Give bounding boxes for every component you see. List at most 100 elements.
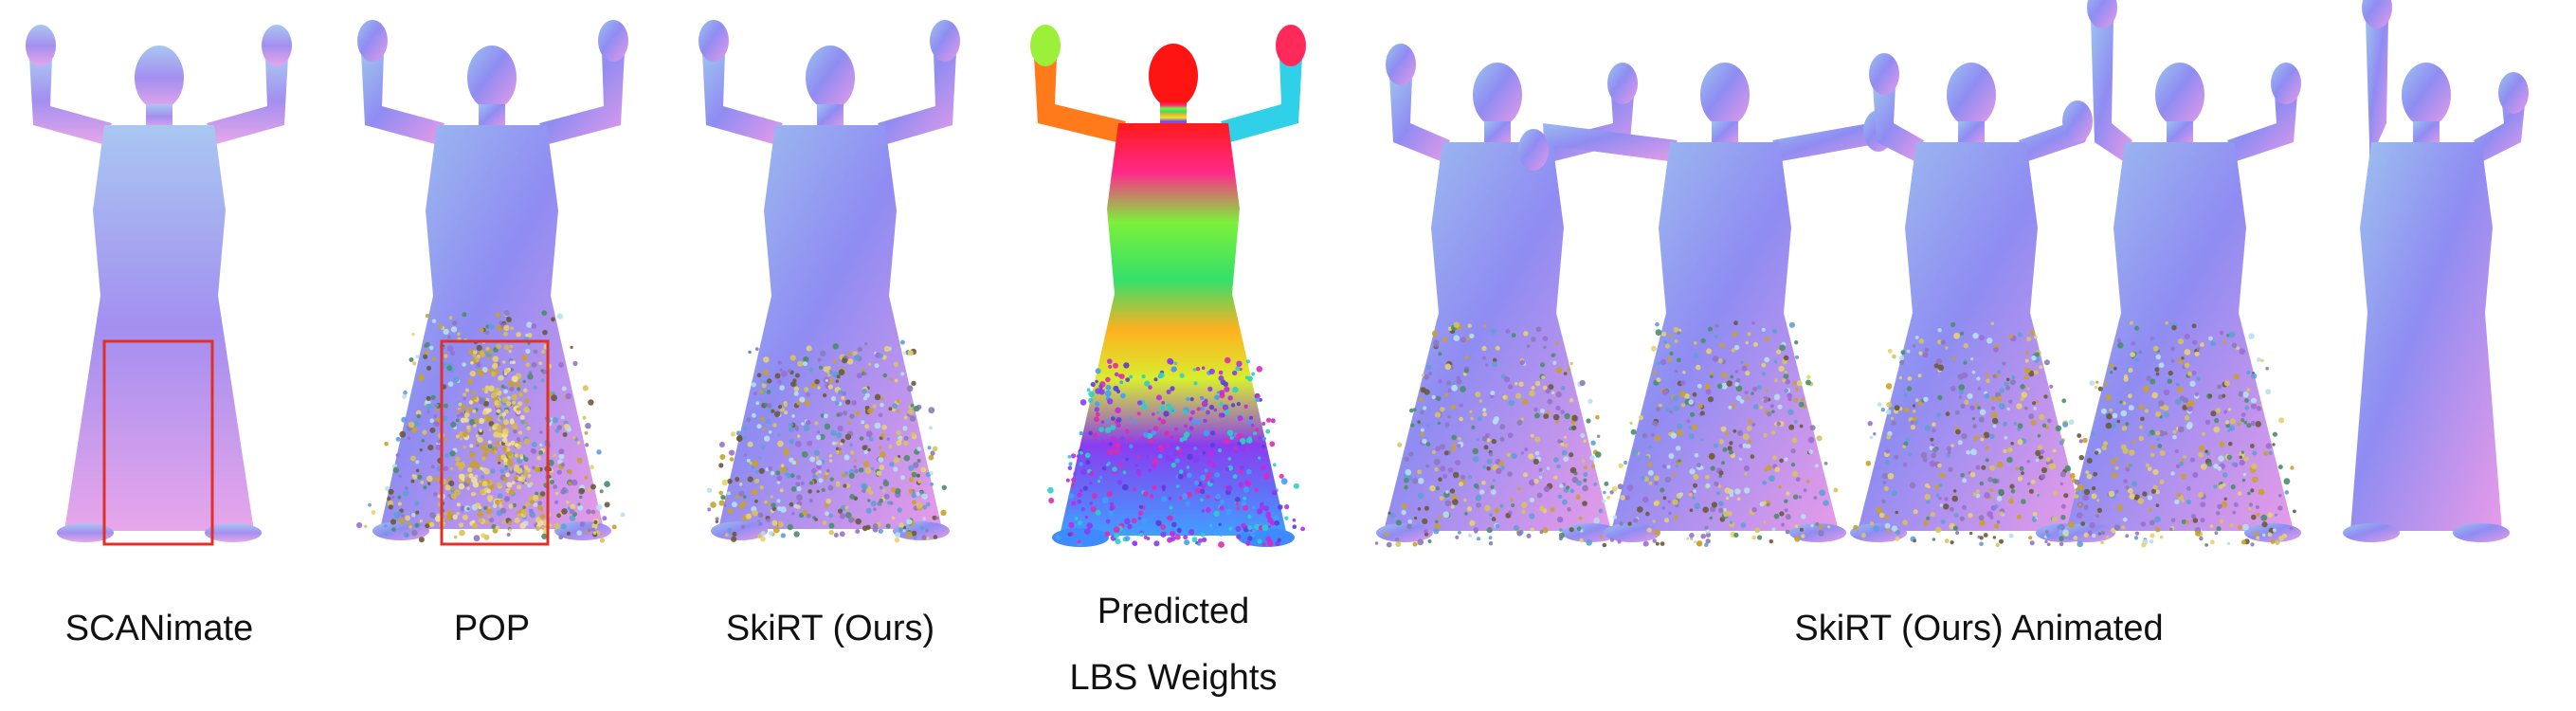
point [1793, 419, 1798, 424]
point [2038, 445, 2043, 450]
point [2145, 463, 2150, 467]
point [760, 530, 766, 537]
point [1611, 485, 1618, 492]
point [2277, 505, 2283, 511]
point [1724, 487, 1731, 494]
point [1478, 399, 1483, 403]
point [1407, 475, 1413, 481]
point [1475, 392, 1481, 397]
point [421, 439, 426, 443]
point [1482, 324, 1487, 328]
point [2073, 536, 2078, 540]
point [1670, 432, 1678, 439]
point [2121, 426, 2128, 431]
point [1741, 365, 1748, 372]
point [1409, 408, 1414, 413]
point [1166, 403, 1171, 409]
point [807, 489, 812, 494]
point [921, 493, 928, 500]
point [1667, 500, 1671, 503]
point [883, 345, 891, 353]
point [464, 388, 469, 392]
point [1551, 391, 1555, 394]
point [1201, 483, 1206, 489]
point [2097, 386, 2103, 392]
point [1218, 541, 1225, 548]
point [817, 386, 821, 390]
point [735, 477, 740, 483]
point [752, 509, 758, 517]
point [1482, 408, 1487, 412]
point [1668, 453, 1675, 459]
point [565, 392, 571, 399]
left-hand [357, 20, 388, 62]
point [1460, 474, 1466, 480]
point [520, 513, 524, 517]
point [1249, 415, 1253, 420]
point [2186, 486, 2191, 491]
point [2149, 520, 2155, 526]
point [1200, 532, 1206, 538]
point [1555, 405, 1561, 410]
point [760, 536, 766, 542]
point [1161, 484, 1167, 489]
point [473, 424, 477, 428]
point [1891, 525, 1898, 532]
point [909, 415, 916, 422]
point [1751, 392, 1754, 395]
point [911, 492, 917, 499]
point [2078, 454, 2085, 461]
point [1781, 522, 1786, 527]
point [510, 418, 515, 423]
point [1884, 515, 1890, 520]
point [2242, 472, 2246, 477]
point [2096, 499, 2100, 502]
point [2024, 351, 2029, 355]
point [1292, 524, 1297, 529]
point [1761, 362, 1767, 368]
point [2150, 378, 2156, 385]
point [806, 513, 811, 519]
point [776, 475, 783, 482]
point [1174, 458, 1180, 464]
point [2154, 516, 2161, 523]
right-hand [2498, 72, 2529, 114]
point [1913, 538, 1916, 543]
point [1661, 506, 1666, 510]
point [1112, 466, 1117, 472]
point [756, 424, 762, 429]
point [1933, 363, 1939, 369]
point [445, 515, 452, 521]
point [539, 430, 543, 434]
point [453, 376, 460, 383]
point [810, 468, 817, 474]
point [512, 400, 516, 405]
point [475, 434, 480, 438]
figure-animated-pose [2343, 0, 2529, 542]
highlight-box-layer [102, 339, 550, 546]
point [2120, 444, 2127, 450]
point [2037, 434, 2041, 438]
point [1495, 523, 1500, 529]
point [2033, 335, 2038, 339]
point [1903, 407, 1910, 413]
point [726, 491, 731, 496]
point [522, 505, 526, 510]
point [1895, 510, 1898, 515]
point [2151, 392, 2158, 399]
point [1599, 535, 1603, 538]
point [841, 504, 847, 511]
point [844, 399, 851, 405]
point [2091, 431, 2096, 436]
point [1996, 395, 2003, 402]
point [1136, 411, 1141, 416]
point [2223, 380, 2230, 387]
left-arm [1034, 57, 1126, 142]
point [556, 513, 561, 519]
point [585, 423, 591, 429]
point [1692, 424, 1697, 430]
point [916, 502, 923, 509]
point [1423, 406, 1427, 410]
point [1451, 384, 1458, 392]
point [1694, 353, 1699, 358]
